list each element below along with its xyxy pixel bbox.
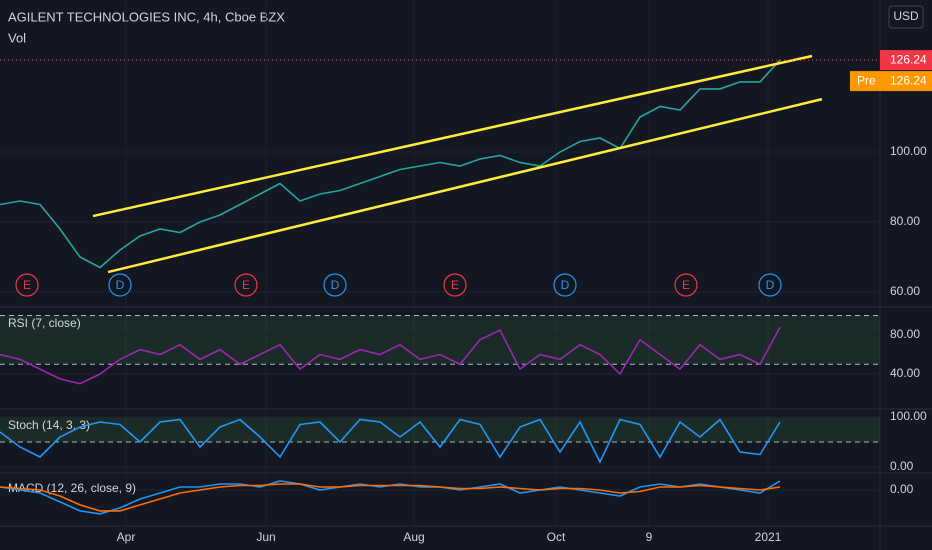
channel-line (107, 97, 823, 274)
event-label: E (682, 278, 690, 292)
channel-line (92, 54, 813, 218)
y-tick-label: 100.00 (890, 144, 927, 158)
event-marker (553, 273, 577, 297)
y-tick-label: 80.00 (890, 327, 920, 341)
indicator-label: Stoch (14, 3, 3) (8, 418, 90, 432)
x-tick-label: 9 (646, 530, 653, 544)
x-tick-label: Oct (547, 530, 566, 544)
premarket-tag: Pre (857, 73, 876, 87)
event-marker (323, 273, 347, 297)
premarket-price: 126.24 (890, 73, 927, 87)
indicator-line (0, 326, 781, 385)
y-tick-label: 0.00 (890, 482, 914, 496)
event-label: D (331, 278, 340, 292)
price-line (0, 59, 781, 269)
event-marker (674, 273, 698, 297)
event-label: E (451, 278, 459, 292)
event-label: D (766, 278, 775, 292)
currency-button[interactable] (888, 5, 924, 29)
y-tick-label: 100.00 (890, 409, 927, 423)
volume-label: Vol (8, 30, 26, 45)
indicator-line (0, 483, 781, 512)
event-marker (108, 273, 132, 297)
indicator-label: RSI (7, close) (8, 316, 81, 330)
event-marker (234, 273, 258, 297)
event-label: D (116, 278, 125, 292)
x-tick-label: 2021 (755, 530, 782, 544)
y-tick-label: 40.00 (890, 366, 920, 380)
indicator-line (0, 418, 781, 464)
band-fill (0, 315, 880, 365)
premarket-box (850, 71, 932, 92)
last-price-box (880, 50, 932, 71)
event-label: E (23, 278, 31, 292)
x-tick-label: Aug (403, 530, 424, 544)
indicator-label: MACD (12, 26, close, 9) (8, 481, 136, 495)
x-tick-label: Jun (256, 530, 275, 544)
event-marker (443, 273, 467, 297)
x-tick-label: Apr (117, 530, 136, 544)
event-marker (15, 273, 39, 297)
last-price-label: 126.24 (890, 52, 927, 66)
y-tick-label: 0.00 (890, 459, 914, 473)
y-tick-label: 60.00 (890, 284, 920, 298)
chart-title: AGILENT TECHNOLOGIES INC, 4h, Cboe BZX (8, 9, 285, 24)
event-label: D (561, 278, 570, 292)
band-fill (0, 417, 880, 442)
y-tick-label: 80.00 (890, 214, 920, 228)
event-label: E (242, 278, 250, 292)
currency[interactable]: USD (893, 9, 919, 23)
event-marker (758, 273, 782, 297)
